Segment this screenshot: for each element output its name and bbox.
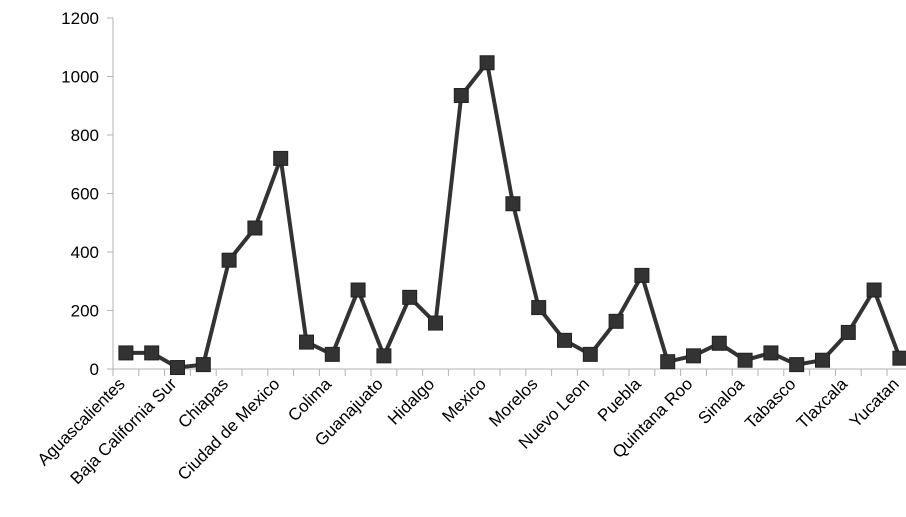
data-point-marker [866, 282, 882, 298]
x-tick-label: Yucatan [846, 374, 903, 431]
data-point-marker [402, 289, 418, 305]
data-point-marker [118, 345, 134, 361]
data-point-marker [273, 150, 289, 166]
x-tick-label: Colima [284, 374, 335, 425]
data-point-marker [582, 346, 598, 362]
y-tick-label: 1000 [61, 68, 99, 87]
data-point-marker [660, 354, 676, 370]
data-series [118, 55, 906, 376]
x-tick-label: Mexico [438, 374, 490, 426]
data-point-marker [376, 348, 392, 364]
data-point-marker [737, 352, 753, 368]
x-tick-label: Sinaloa [694, 374, 748, 428]
data-point-marker [479, 55, 495, 71]
data-point-marker [789, 357, 805, 373]
data-point-marker [686, 348, 701, 364]
data-point-marker [840, 324, 856, 340]
y-tick-label: 800 [71, 126, 99, 145]
y-axis-ticks: 0 200 400 600 800 1000 1200 [61, 9, 113, 379]
data-point-marker [221, 252, 237, 268]
data-point-marker [531, 300, 547, 316]
x-tick-label: Puebla [594, 374, 645, 425]
data-point-marker [711, 335, 727, 351]
x-tick-label: Tlaxcala [793, 374, 852, 433]
x-tick-label: Tabasco [741, 374, 799, 432]
y-tick-label: 200 [71, 302, 99, 321]
y-tick-label: 0 [90, 360, 99, 379]
data-point-marker [557, 332, 572, 348]
data-point-marker [195, 357, 211, 373]
data-point-marker [892, 350, 906, 366]
data-point-marker [299, 334, 314, 350]
data-point-marker [505, 196, 521, 212]
y-tick-label: 400 [71, 243, 99, 262]
data-point-marker [247, 220, 263, 236]
data-point-marker [170, 360, 185, 376]
x-tick-label: Aguascalientes [34, 374, 129, 469]
data-point-marker [815, 352, 830, 368]
data-point-marker [428, 315, 443, 331]
data-point-marker [608, 313, 624, 329]
data-point-marker [350, 282, 366, 298]
y-tick-label: 600 [71, 185, 99, 204]
data-point-marker [763, 345, 779, 361]
data-point-marker [144, 345, 160, 361]
data-point-marker [453, 88, 469, 104]
x-tick-label: Hidalgo [384, 374, 438, 428]
data-point-marker [324, 346, 340, 362]
series-line [125, 60, 906, 370]
data-point-marker [634, 267, 650, 283]
y-tick-label: 1200 [61, 9, 99, 28]
